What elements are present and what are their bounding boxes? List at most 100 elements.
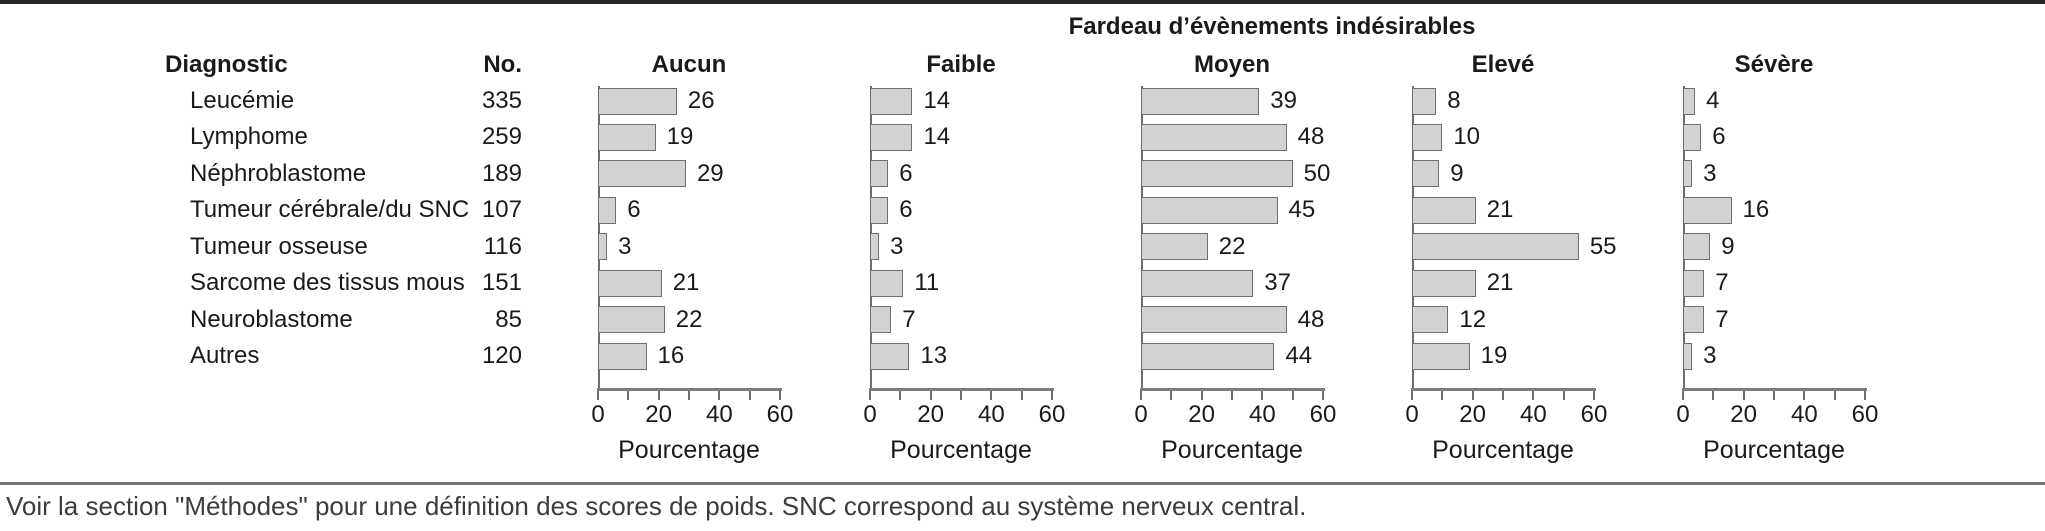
x-axis-tick — [1441, 391, 1444, 400]
x-axis-tick-label: 40 — [1248, 401, 1276, 428]
x-axis-tick — [899, 391, 902, 400]
x-axis-tick — [1803, 391, 1806, 400]
bar — [598, 233, 608, 261]
x-axis-label: Pourcentage — [1432, 436, 1574, 464]
x-axis-tick — [1532, 391, 1535, 400]
count-column-header: No. — [483, 51, 522, 78]
bar — [870, 342, 910, 370]
panel-header: Elevé — [1471, 51, 1535, 78]
panel-header: Aucun — [651, 51, 727, 78]
bar-value-label: 6 — [627, 196, 641, 224]
x-axis-line — [1140, 388, 1325, 391]
bar — [1683, 196, 1732, 224]
x-axis-line — [869, 388, 1054, 391]
row-count: 116 — [483, 232, 522, 260]
bar-value-label: 29 — [696, 159, 724, 187]
bar — [598, 269, 662, 297]
bar — [1683, 87, 1696, 115]
x-axis-tick — [1261, 391, 1264, 400]
bar-value-label: 14 — [923, 123, 951, 151]
bar-value-label: 3 — [618, 232, 632, 260]
x-axis-label: Pourcentage — [618, 436, 760, 464]
x-axis-tick — [1051, 391, 1053, 400]
x-axis-tick — [929, 391, 932, 400]
x-axis-tick — [1502, 391, 1504, 400]
diagnostic-row-label: Tumeur cérébrale/du SNC — [190, 196, 470, 224]
bar — [870, 306, 892, 334]
x-axis-tick — [1471, 391, 1474, 400]
bar-value-label: 12 — [1459, 305, 1487, 333]
bar — [1412, 196, 1476, 224]
panel-header: Faible — [926, 51, 996, 78]
bar — [1141, 160, 1293, 188]
bar-value-label: 7 — [902, 305, 916, 333]
x-axis-tick — [960, 391, 962, 400]
bar — [1412, 269, 1476, 297]
row-count: 107 — [481, 196, 522, 224]
bar-value-label: 11 — [914, 269, 940, 297]
bar — [1412, 342, 1470, 370]
bar — [870, 160, 889, 188]
footnote-divider-rule — [0, 482, 2045, 485]
bar-value-label: 9 — [1450, 159, 1464, 187]
bar-value-label: 45 — [1288, 196, 1316, 224]
x-axis-tick — [1200, 391, 1203, 400]
bar — [1412, 87, 1437, 115]
x-axis-tick — [1020, 391, 1023, 400]
x-axis-tick-label: 60 — [1851, 401, 1879, 428]
bar — [1412, 123, 1443, 151]
bar — [598, 306, 665, 334]
x-axis-tick-label: 40 — [977, 401, 1005, 428]
bar — [598, 160, 686, 188]
bar — [1683, 123, 1702, 151]
diagnostic-row-label: Néphroblastome — [190, 159, 367, 187]
bar — [1412, 233, 1579, 261]
x-axis-tick — [1773, 391, 1775, 400]
x-axis-tick — [1712, 391, 1715, 400]
bar — [598, 87, 677, 115]
bar-value-label: 37 — [1264, 269, 1291, 297]
bar-value-label: 13 — [920, 342, 948, 369]
bar-value-label: 26 — [687, 87, 715, 114]
x-axis-tick-label: 0 — [1676, 401, 1690, 428]
x-axis-tick — [779, 391, 781, 400]
bar-value-label: 6 — [1712, 123, 1726, 151]
x-axis-tick-label: 60 — [1038, 401, 1066, 428]
bar-value-label: 9 — [1721, 232, 1735, 260]
x-axis-tick — [627, 391, 630, 400]
x-axis-line — [1682, 388, 1867, 391]
bar-value-label: 3 — [1703, 342, 1717, 369]
x-axis-tick — [688, 391, 690, 400]
bar — [870, 123, 913, 151]
x-axis-tick — [718, 391, 721, 400]
bar-value-label: 14 — [923, 87, 951, 114]
bar — [1141, 342, 1275, 370]
bar — [870, 269, 904, 297]
row-count: 120 — [481, 342, 522, 369]
bar — [870, 233, 880, 261]
x-axis-label: Pourcentage — [1161, 436, 1303, 464]
x-axis-tick — [1322, 391, 1324, 400]
bar — [1141, 233, 1208, 261]
bar-value-label: 22 — [1218, 232, 1246, 260]
x-axis-tick — [869, 391, 871, 400]
bar — [870, 87, 913, 115]
bar-value-label: 8 — [1447, 87, 1461, 114]
x-axis-tick — [1411, 391, 1413, 400]
x-axis-tick — [1742, 391, 1745, 400]
x-axis-tick-label: 40 — [1519, 401, 1547, 428]
bar-value-label: 19 — [666, 123, 694, 151]
bar-value-label: 16 — [657, 342, 685, 369]
top-border-rule — [0, 0, 2045, 4]
diagnostic-column-header: Diagnostic — [165, 51, 288, 78]
x-axis-line — [1411, 388, 1596, 391]
x-axis-tick-label: 40 — [705, 401, 733, 428]
x-axis-tick — [1562, 391, 1565, 400]
x-axis-tick — [1833, 391, 1836, 400]
bar-value-label: 44 — [1285, 342, 1313, 369]
x-axis-tick-label: 60 — [1309, 401, 1337, 428]
bar-value-label: 10 — [1453, 123, 1481, 151]
bar — [1683, 160, 1693, 188]
diagnostic-row-label: Neuroblastome — [190, 305, 353, 333]
